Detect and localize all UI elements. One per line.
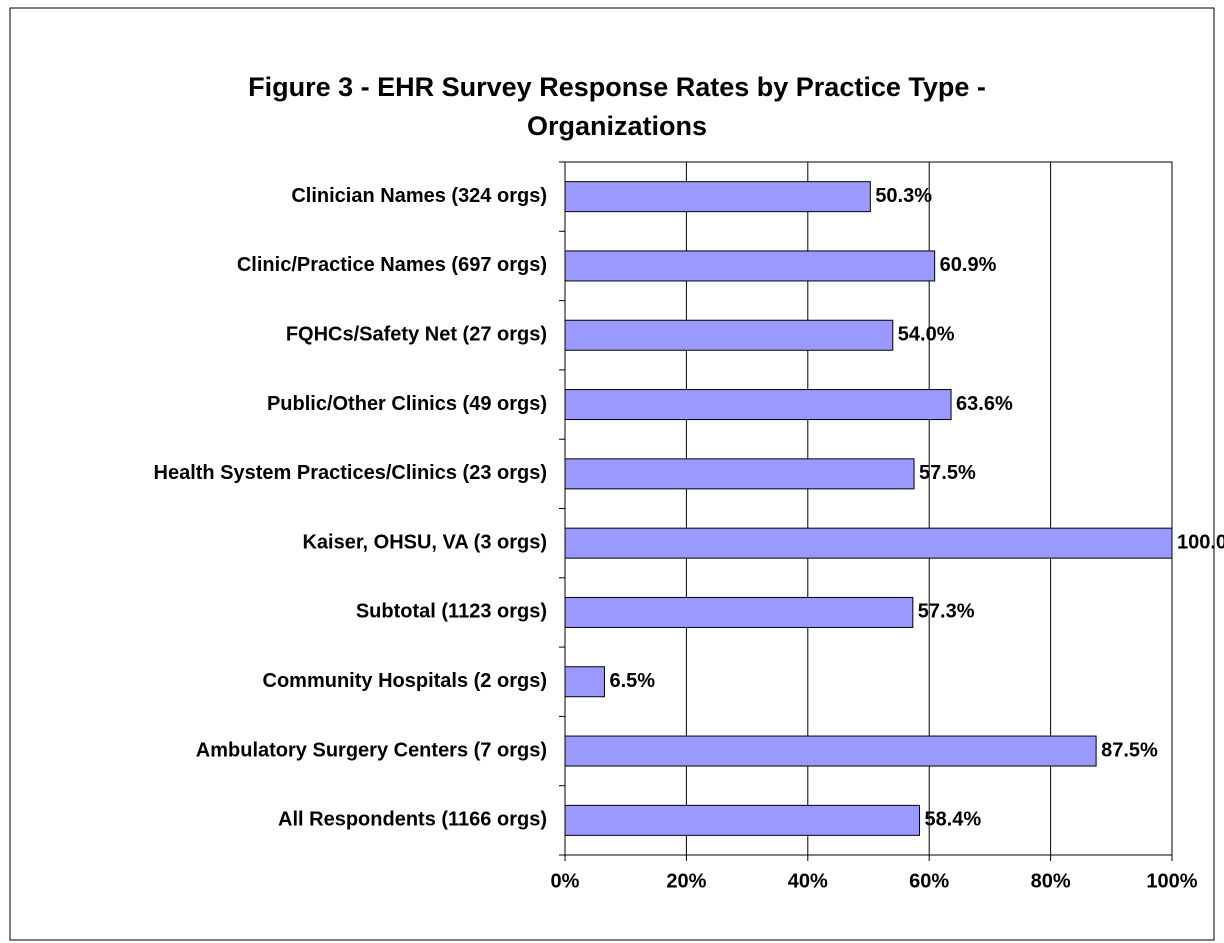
bar [564,596,914,628]
bar [564,458,915,490]
chart-title: Figure 3 - EHR Survey Response Rates by … [248,72,986,102]
y-tick-label: Public/Other Clinics (49 orgs) [267,393,547,415]
data-label: 60.9% [940,254,997,276]
y-tick-label: Clinician Names (324 orgs) [291,185,547,207]
x-tick-label: 100% [1146,870,1197,892]
y-tick-label: Subtotal (1123 orgs) [356,601,547,623]
x-tick-label: 0% [551,870,580,892]
x-tick-label: 80% [1031,870,1071,892]
y-tick-label: Ambulatory Surgery Centers (7 orgs) [196,739,547,761]
data-label: 6.5% [609,670,655,692]
data-label: 57.3% [918,601,975,623]
data-label: 58.4% [924,809,981,831]
bar [564,527,1173,559]
data-label: 87.5% [1101,739,1158,761]
x-tick-label: 60% [909,870,949,892]
bar [564,250,936,282]
bar [564,666,605,698]
x-tick-label: 40% [788,870,828,892]
bar [564,735,1097,767]
data-label: 63.6% [956,393,1013,415]
data-label: 57.5% [919,462,976,484]
y-tick-label: Community Hospitals (2 orgs) [263,670,547,692]
y-tick-label: FQHCs/Safety Net (27 orgs) [286,324,547,346]
y-tick-label: Health System Practices/Clinics (23 orgs… [154,462,548,484]
y-tick-label: All Respondents (1166 orgs) [278,809,547,831]
data-label: 54.0% [898,324,955,346]
data-label: 50.3% [875,185,932,207]
chart-title: Organizations [527,111,707,141]
bar [564,804,920,836]
y-tick-label: Kaiser, OHSU, VA (3 orgs) [302,531,547,553]
bar [564,181,871,213]
data-label: 100.0% [1177,531,1224,553]
bar [564,319,894,351]
bar [564,389,952,421]
y-tick-label: Clinic/Practice Names (697 orgs) [237,254,547,276]
x-tick-label: 20% [666,870,706,892]
